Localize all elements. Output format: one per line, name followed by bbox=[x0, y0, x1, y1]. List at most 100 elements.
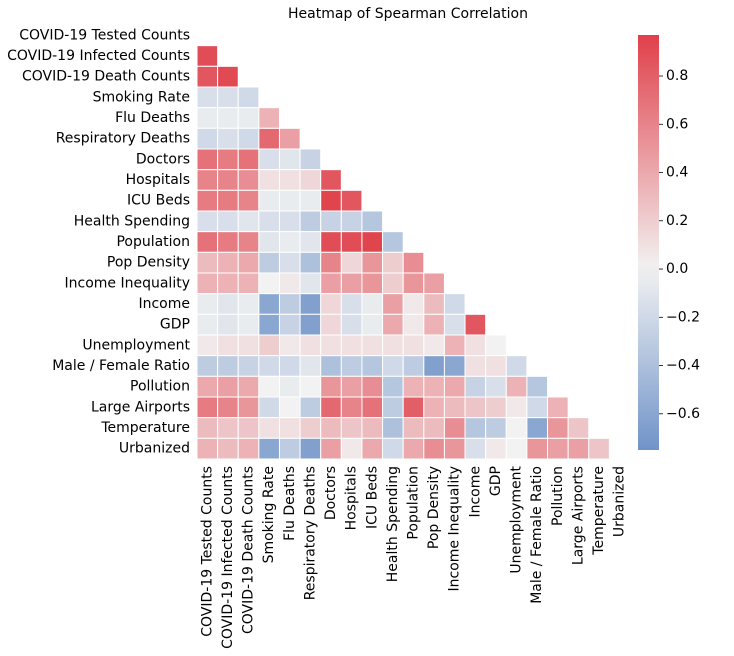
heatmap-cell bbox=[320, 231, 342, 253]
heatmap-cell bbox=[278, 293, 301, 315]
x-tick-label: Doctors bbox=[323, 466, 339, 520]
heatmap-cell bbox=[196, 334, 219, 357]
heatmap-cell bbox=[258, 272, 280, 295]
heatmap-cell bbox=[443, 417, 466, 439]
heatmap-cell bbox=[196, 272, 219, 295]
heatmap-cell bbox=[217, 107, 239, 129]
heatmap-cell bbox=[258, 313, 280, 336]
chart-title: Heatmap of Spearman Correlation bbox=[288, 6, 528, 22]
heatmap-cell bbox=[278, 210, 301, 233]
heatmap-cell bbox=[443, 396, 466, 419]
heatmap-cell bbox=[402, 417, 425, 439]
heatmap-cell bbox=[423, 313, 445, 336]
heatmap-cell bbox=[217, 272, 239, 295]
heatmap-cell bbox=[258, 437, 280, 460]
heatmap-cell bbox=[382, 437, 404, 460]
colorbar-tick-label: 0.0 bbox=[666, 261, 688, 277]
heatmap-cell bbox=[278, 375, 301, 398]
heatmap-cell bbox=[258, 107, 280, 129]
heatmap-cell bbox=[382, 417, 404, 439]
colorbar bbox=[638, 35, 659, 450]
heatmap-cell bbox=[196, 355, 219, 377]
y-tick-label: Hospitals bbox=[126, 172, 190, 188]
heatmap-cell bbox=[278, 396, 301, 419]
heatmap-cell bbox=[278, 417, 301, 439]
colorbar-tick-label: 0.2 bbox=[666, 213, 688, 229]
heatmap-cell bbox=[464, 417, 487, 439]
heatmap-cell bbox=[382, 231, 404, 253]
y-tick-label: Smoking Rate bbox=[93, 89, 190, 105]
heatmap-cell bbox=[278, 313, 301, 336]
heatmap-cell bbox=[217, 169, 239, 191]
heatmap-cell bbox=[278, 272, 301, 295]
heatmap-cell bbox=[382, 251, 404, 274]
heatmap-cell bbox=[320, 313, 342, 336]
heatmap-cell bbox=[340, 375, 363, 398]
heatmap-cell bbox=[217, 210, 239, 233]
y-tick-label: Health Spending bbox=[74, 213, 190, 229]
heatmap-cell bbox=[423, 334, 445, 357]
heatmap-cell bbox=[196, 127, 219, 150]
y-tick-label: Male / Female Ratio bbox=[52, 358, 190, 374]
heatmap-cell bbox=[340, 355, 363, 377]
heatmap-cell bbox=[237, 210, 260, 233]
colorbar-tick-label: 0.6 bbox=[666, 116, 688, 132]
y-tick-label: Unemployment bbox=[82, 337, 190, 353]
y-tick-label: Large Airports bbox=[91, 399, 190, 415]
heatmap-cell bbox=[320, 417, 342, 439]
heatmap-cell bbox=[299, 313, 322, 336]
heatmap-cell bbox=[237, 313, 260, 336]
heatmap-cell bbox=[278, 127, 301, 150]
heatmap-cell bbox=[196, 148, 219, 171]
heatmap-cell bbox=[196, 231, 219, 253]
heatmap-cell bbox=[299, 148, 322, 171]
heatmap-cell bbox=[299, 334, 322, 357]
heatmap-cell bbox=[299, 189, 322, 212]
heatmap-cell bbox=[361, 417, 384, 439]
heatmap-cell bbox=[278, 251, 301, 274]
heatmap-cell bbox=[320, 169, 342, 191]
heatmap-cell bbox=[278, 355, 301, 377]
y-tick-label: COVID-19 Tested Counts bbox=[19, 27, 190, 43]
heatmap-cell bbox=[361, 313, 384, 336]
heatmap-cell bbox=[258, 148, 280, 171]
heatmap-cell bbox=[320, 437, 342, 460]
heatmap-cell bbox=[217, 251, 239, 274]
heatmap-cell bbox=[237, 189, 260, 212]
heatmap-cell bbox=[382, 334, 404, 357]
x-tick-label: Urbanized bbox=[612, 466, 628, 537]
heatmap-cell bbox=[361, 437, 384, 460]
heatmap-cell bbox=[237, 148, 260, 171]
heatmap-cell bbox=[464, 313, 487, 336]
heatmap-cell bbox=[485, 417, 507, 439]
heatmap-cell bbox=[196, 45, 219, 67]
y-tick-label: Population bbox=[116, 234, 190, 250]
heatmap-cell bbox=[278, 334, 301, 357]
heatmap-cell bbox=[547, 396, 569, 419]
heatmap-cell bbox=[258, 375, 280, 398]
heatmap-cell bbox=[547, 437, 569, 460]
heatmap-cell bbox=[258, 189, 280, 212]
heatmap-cell bbox=[423, 375, 445, 398]
heatmap-cell bbox=[443, 375, 466, 398]
heatmap-cell bbox=[464, 396, 487, 419]
heatmap-cell bbox=[588, 437, 610, 460]
y-tick-label: ICU Beds bbox=[127, 193, 190, 209]
x-tick-label: Flu Deaths bbox=[282, 466, 298, 541]
heatmap-cell bbox=[217, 231, 239, 253]
heatmap-cell bbox=[547, 417, 569, 439]
heatmap-cell bbox=[423, 417, 445, 439]
heatmap-cell bbox=[320, 355, 342, 377]
heatmap-cell bbox=[423, 272, 445, 295]
heatmap-cell bbox=[237, 251, 260, 274]
heatmap-cell bbox=[278, 231, 301, 253]
heatmap-cell bbox=[217, 65, 239, 88]
heatmap-cell bbox=[299, 396, 322, 419]
heatmap-cell bbox=[217, 417, 239, 439]
heatmap-cell bbox=[258, 334, 280, 357]
colorbar-tick-label: 0.4 bbox=[666, 165, 688, 181]
heatmap-cell bbox=[402, 355, 425, 377]
heatmap-cell bbox=[382, 396, 404, 419]
